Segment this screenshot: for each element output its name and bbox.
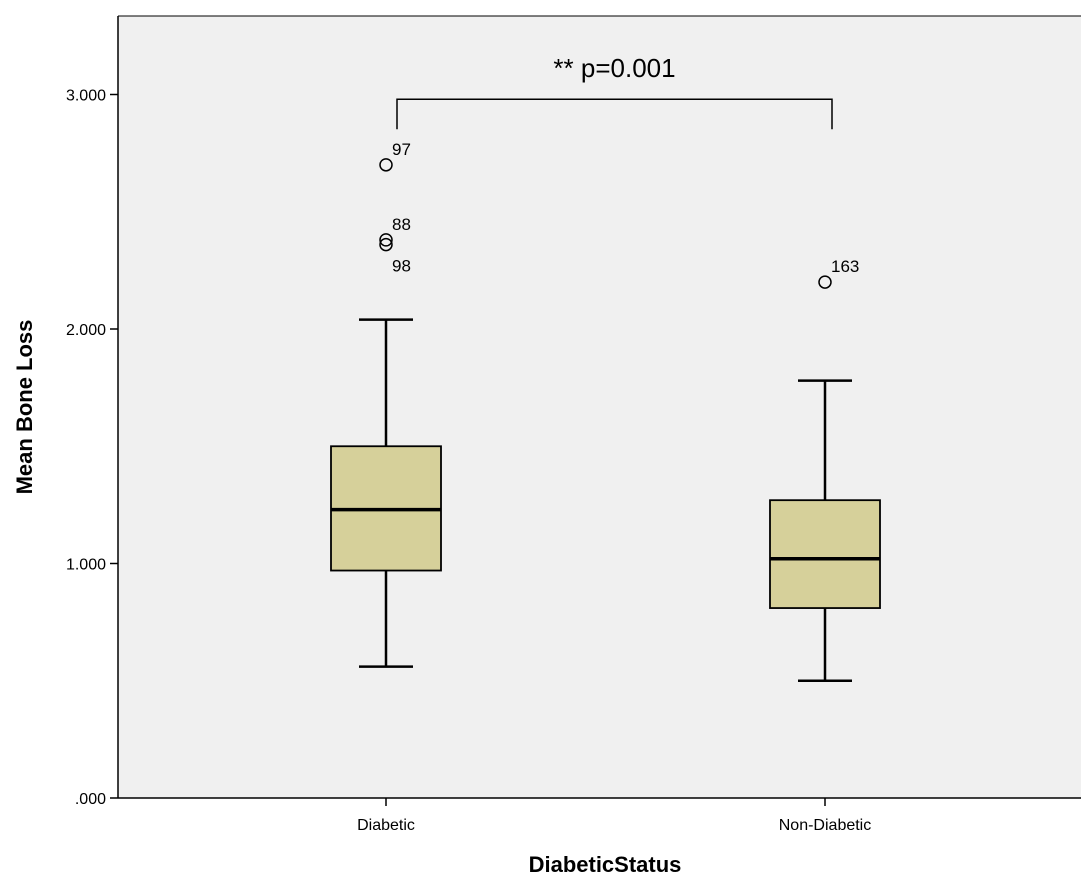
outlier-label: 97 [392,140,411,159]
y-axis-title: Mean Bone Loss [12,320,37,495]
outlier-point [379,237,393,252]
outlier-label: 163 [831,257,859,276]
outlier-label: 98 [392,257,411,276]
x-tick-label: Non-Diabetic [779,817,871,834]
iqr-box [769,499,881,609]
outlier-label: 88 [392,215,411,234]
box-non-diabetic: 163 [769,257,881,682]
x-tick-label: Diabetic [357,817,415,834]
significance-label: ** p=0.001 [553,53,675,83]
y-tick-label: 3.000 [66,88,106,105]
y-tick-label: .000 [75,791,106,808]
box-diabetic: 97 88 98 [330,140,442,668]
outlier-point [379,158,393,172]
plot-area [118,16,1081,798]
outlier-point [379,233,393,247]
outlier-point [818,275,832,289]
x-axis-title: DiabeticStatus [529,852,682,876]
significance-bracket [396,98,833,130]
y-tick-label: 2.000 [66,322,106,339]
y-tick-label: 1.000 [66,557,106,574]
